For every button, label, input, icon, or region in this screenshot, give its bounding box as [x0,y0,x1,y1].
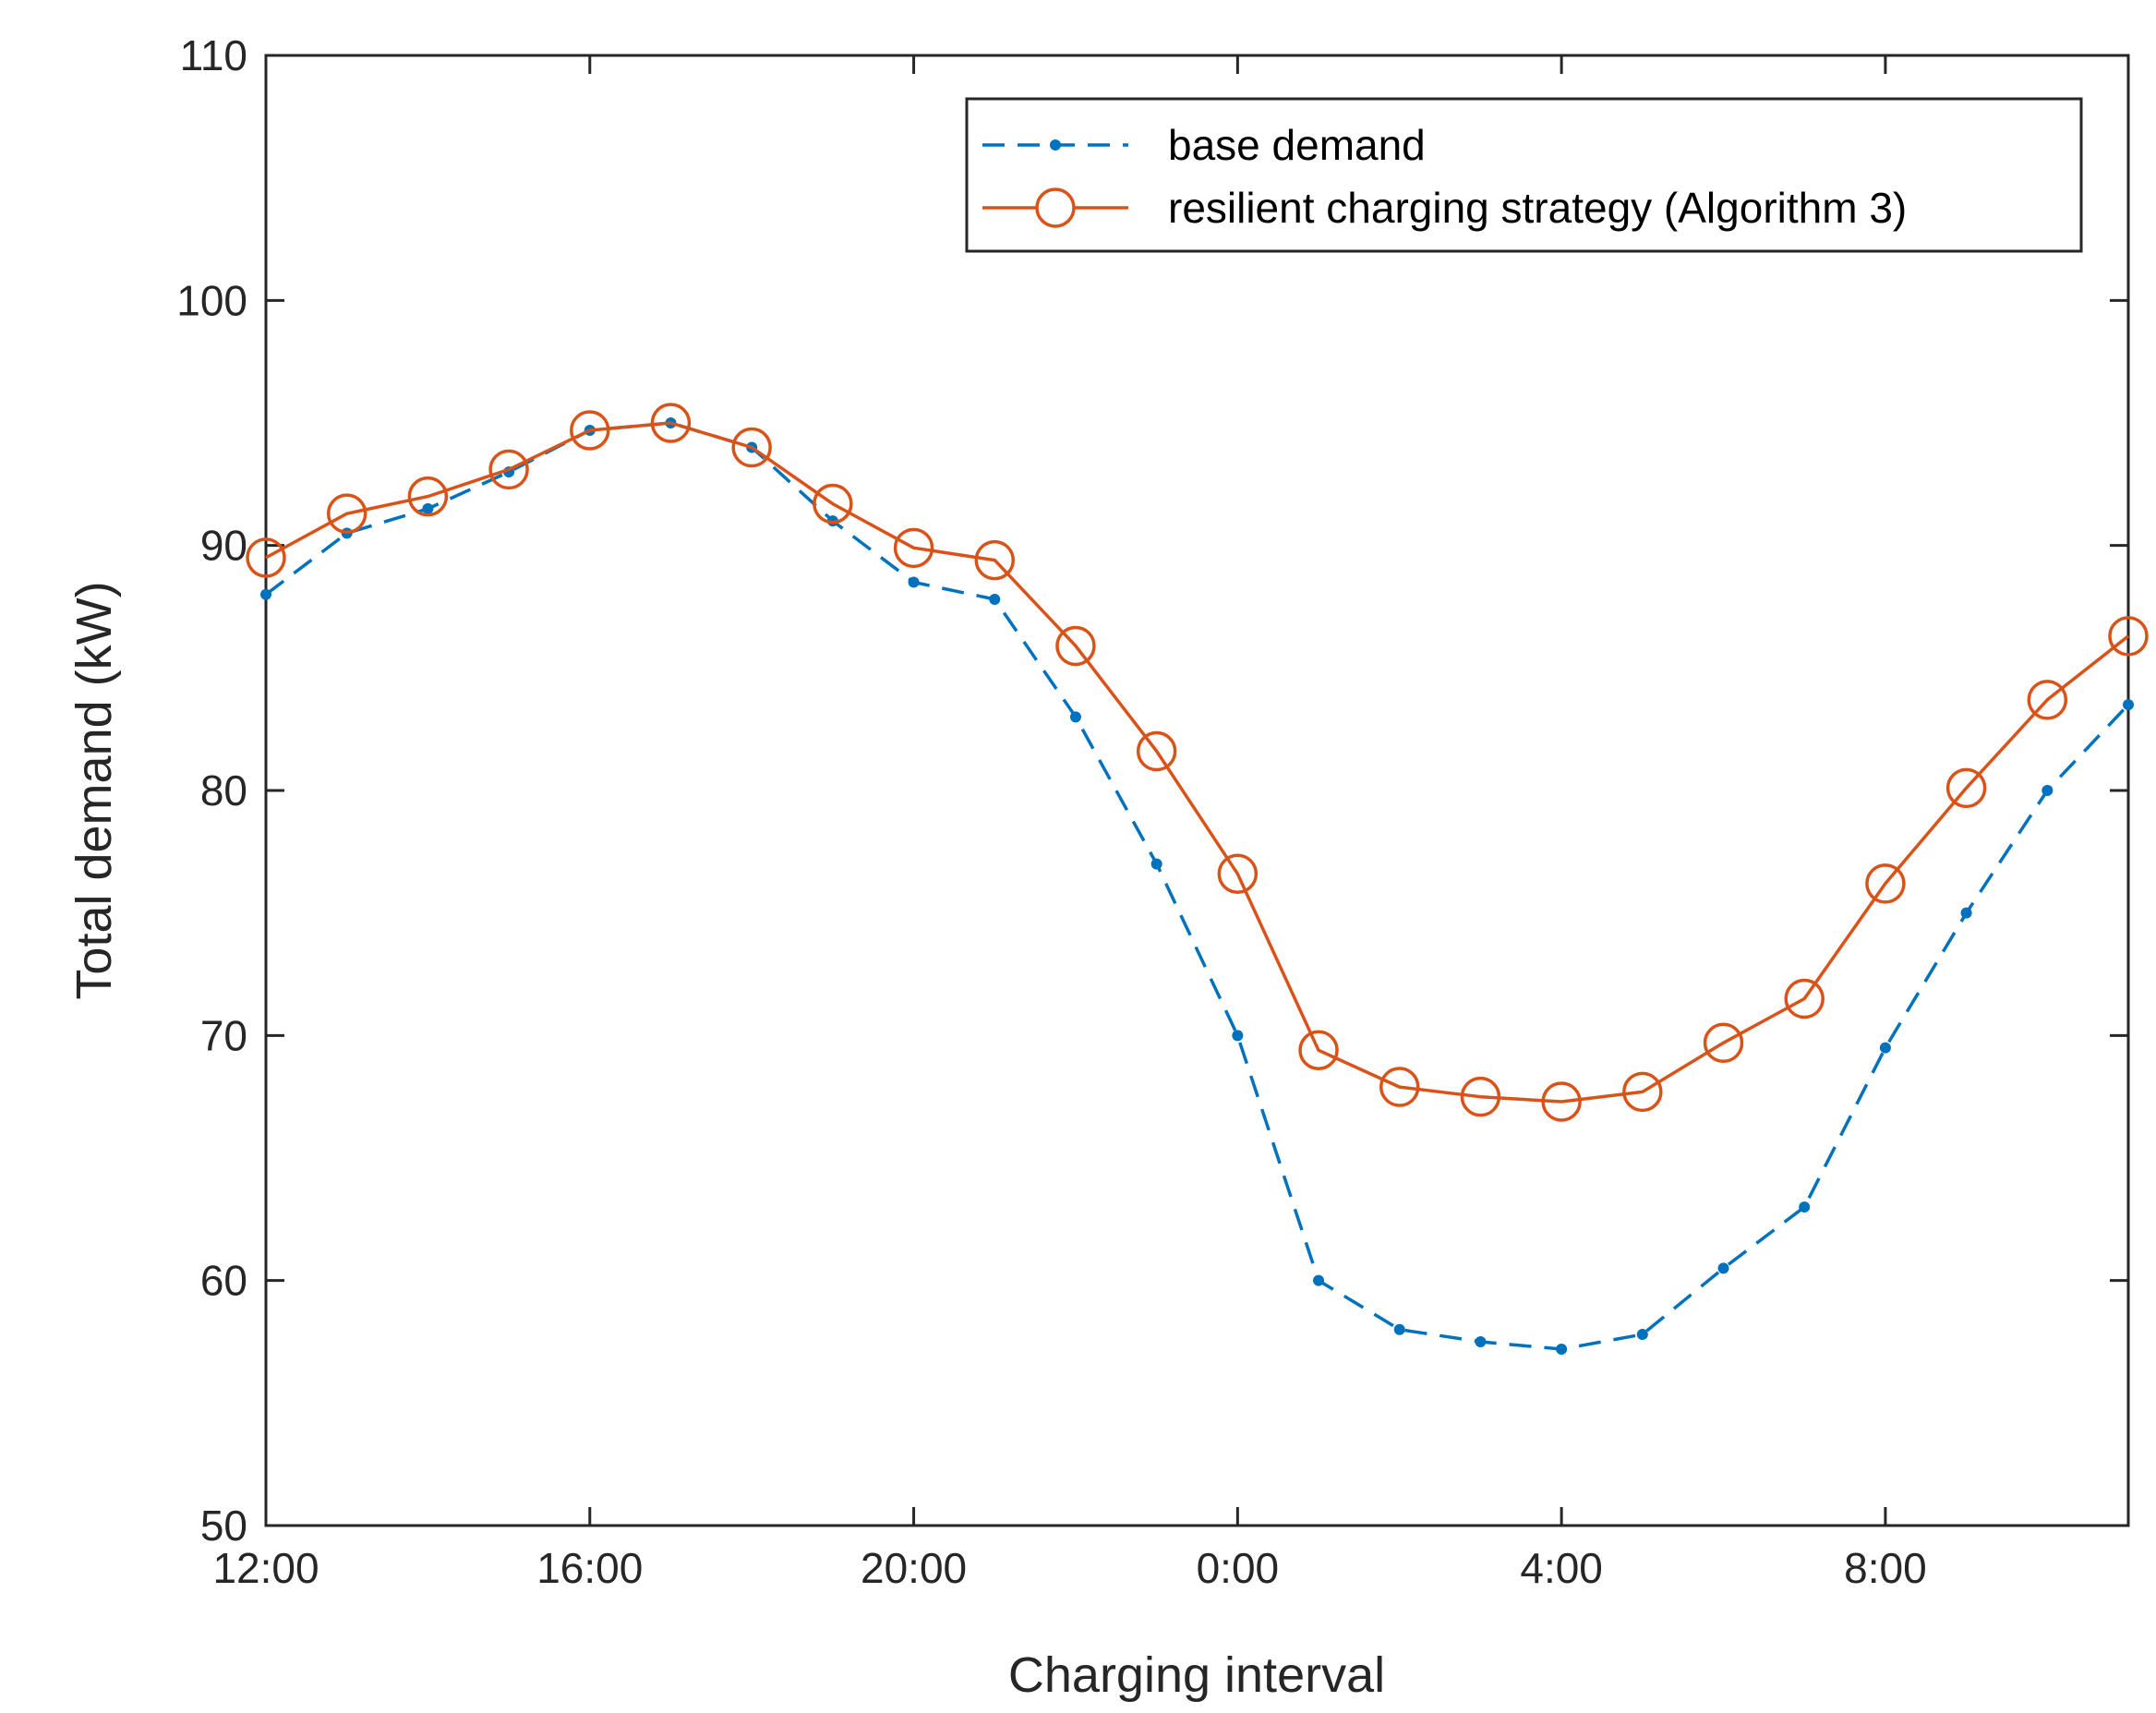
data-point-resilient-strategy [731,427,772,468]
legend-marker-resilient-strategy [1035,187,1076,228]
data-point-base-demand [989,594,1001,606]
y-tick-label: 60 [200,1257,247,1305]
legend: base demand resilient charging strategy … [965,97,2083,253]
data-point-resilient-strategy [1784,978,1825,1019]
data-point-base-demand [1150,858,1162,870]
data-point-resilient-strategy [1460,1076,1501,1117]
series-line-resilient-strategy [265,421,2130,1104]
data-point-base-demand [1313,1274,1325,1286]
data-point-resilient-strategy [326,493,367,534]
data-point-resilient-strategy [813,483,853,525]
axes-frame [264,54,2130,1527]
data-point-resilient-strategy [974,539,1016,581]
x-tick-label: 12:00 [212,1544,319,1592]
y-tick-label: 100 [176,276,247,324]
data-point-resilient-strategy [1703,1022,1744,1064]
data-point-base-demand [1232,1030,1244,1042]
legend-marker-base-demand [1050,139,1061,151]
data-point-resilient-strategy [1379,1067,1420,1107]
x-tick-label: 8:00 [1844,1544,1927,1592]
data-point-resilient-strategy [1865,863,1906,904]
data-point-resilient-strategy [570,410,610,451]
data-point-resilient-strategy [246,537,286,578]
data-point-base-demand [1717,1262,1729,1274]
legend-label-base-demand: base demand [1168,121,1426,169]
data-point-base-demand [908,576,920,588]
data-series [246,403,2149,1355]
data-point-resilient-strategy [1217,853,1259,894]
plot-area: 12:00 16:00 20:00 0:00 4:00 8:00 50 60 70 80 90 100… [176,31,2149,1592]
y-tick-label: 50 [200,1502,247,1550]
data-point-base-demand [1556,1343,1568,1355]
data-point-resilient-strategy [2027,680,2068,720]
axis-ticks: 12:00 16:00 20:00 0:00 4:00 8:00 50 60 70 80 90 100… [176,31,2128,1592]
data-point-base-demand [260,588,271,600]
data-point-base-demand [422,502,434,514]
x-tick-label: 20:00 [861,1544,967,1592]
data-point-resilient-strategy [407,476,449,517]
data-point-base-demand [1475,1336,1487,1347]
x-tick-label: 0:00 [1197,1544,1280,1592]
data-point-base-demand [2042,785,2054,796]
data-point-resilient-strategy [1298,1030,1339,1071]
data-point-base-demand [1069,711,1081,723]
y-tick-label: 110 [180,31,247,79]
data-point-resilient-strategy [1541,1081,1582,1122]
x-tick-label: 4:00 [1520,1544,1603,1592]
legend-box [965,97,2083,253]
legend-label-resilient-strategy: resilient charging strategy (Algorithm 3… [1168,184,1907,232]
data-point-base-demand [2123,699,2134,711]
y-tick-label: 70 [200,1011,247,1059]
data-point-base-demand [1960,907,1972,919]
data-point-resilient-strategy [1622,1071,1663,1113]
data-point-base-demand [1799,1201,1811,1213]
data-point-resilient-strategy [1136,730,1177,772]
y-tick-label: 90 [200,522,247,570]
x-axis-label: Charging interval [1008,1647,1385,1703]
data-point-resilient-strategy [2108,616,2149,657]
data-point-resilient-strategy [1945,767,1987,809]
data-point-base-demand [1636,1329,1648,1341]
y-tick-label: 80 [200,766,247,814]
data-point-base-demand [1879,1042,1891,1054]
data-point-resilient-strategy [1055,625,1096,667]
data-point-resilient-strategy [488,449,529,490]
y-axis-label: Total demand (kW) [66,581,122,999]
data-point-resilient-strategy [893,527,934,569]
data-point-base-demand [1393,1323,1405,1335]
x-tick-label: 16:00 [536,1544,643,1592]
data-point-resilient-strategy [650,403,692,443]
